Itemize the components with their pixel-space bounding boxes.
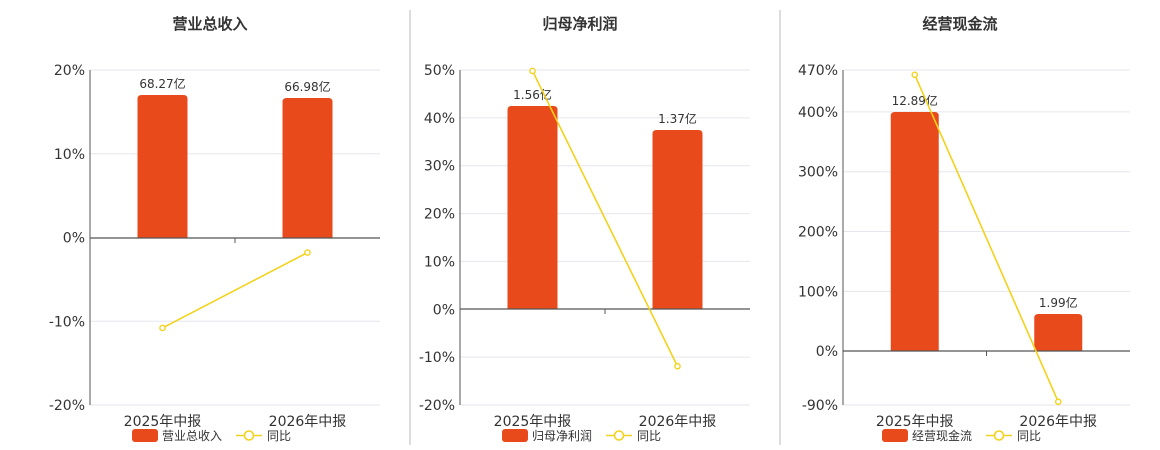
y-tick-label: 20% (424, 207, 455, 223)
y-tick-label: 200% (798, 225, 838, 241)
y-tick-label: 50% (424, 63, 455, 79)
bar (282, 98, 333, 238)
bar-value-label: 1.37亿 (658, 111, 697, 126)
bar (652, 130, 703, 309)
yoy-point (674, 362, 681, 370)
y-tick-label: 100% (798, 284, 838, 300)
x-category-label: 2026年中报 (269, 414, 347, 430)
legend-line-marker (993, 430, 1005, 441)
bar-value-label: 12.89亿 (892, 93, 938, 108)
x-category-label: 2025年中报 (124, 414, 202, 430)
yoy-line (531, 70, 679, 367)
y-tick-label: 0% (63, 231, 85, 247)
y-tick-label: 30% (424, 159, 455, 175)
y-tick-label: 400% (798, 105, 838, 121)
yoy-point (911, 71, 919, 79)
bar-value-label: 68.27亿 (139, 76, 185, 91)
x-category-label: 2025年中报 (494, 414, 572, 430)
y-tick-label: -10% (419, 350, 455, 366)
x-category-label: 2026年中报 (1019, 414, 1097, 430)
y-tick-label: 10% (424, 254, 455, 270)
x-category-label: 2025年中报 (876, 414, 954, 430)
chart-title: 营业总收入 (172, 15, 247, 33)
chart-title: 经营现金流 (922, 15, 997, 33)
bar (507, 106, 558, 309)
y-tick-label: -10% (49, 314, 85, 330)
bar-value-label: 66.98亿 (284, 79, 330, 94)
yoy-line (914, 74, 1059, 403)
y-tick-label: 0% (816, 344, 838, 360)
x-category-label: 2026年中报 (639, 414, 717, 430)
bar (137, 95, 188, 238)
yoy-point (1054, 398, 1062, 406)
y-tick-label: -20% (49, 398, 85, 414)
legend-bar-swatch (882, 429, 908, 442)
legend-line-label: 同比 (267, 429, 291, 443)
y-tick-label: 10% (54, 147, 85, 163)
y-tick-label: -90% (802, 398, 838, 414)
legend-line-marker (613, 430, 625, 441)
legend-bar-label: 营业总收入 (162, 429, 222, 443)
y-tick-label: 0% (433, 302, 455, 318)
y-tick-label: -20% (419, 398, 455, 414)
y-tick-label: 470% (798, 63, 838, 79)
yoy-point (304, 249, 311, 256)
chart-title: 归母净利润 (542, 15, 617, 33)
legend-line-label: 同比 (637, 429, 661, 443)
bar (890, 112, 939, 351)
y-tick-label: 300% (798, 165, 838, 181)
yoy-line (162, 251, 308, 329)
y-tick-label: 20% (54, 63, 85, 79)
yoy-point (159, 324, 166, 332)
legend-bar-label: 经营现金流 (912, 428, 972, 443)
yoy-point (529, 67, 536, 75)
legend-line-label: 同比 (1017, 429, 1041, 443)
legend-bar-label: 归母净利润 (532, 429, 592, 443)
legend-bar-swatch (132, 429, 158, 442)
legend-line-marker (243, 430, 255, 441)
legend-bar-swatch (502, 429, 528, 442)
bar (1034, 314, 1083, 351)
bar-value-label: 1.99亿 (1039, 295, 1078, 310)
y-tick-label: 40% (424, 111, 455, 127)
